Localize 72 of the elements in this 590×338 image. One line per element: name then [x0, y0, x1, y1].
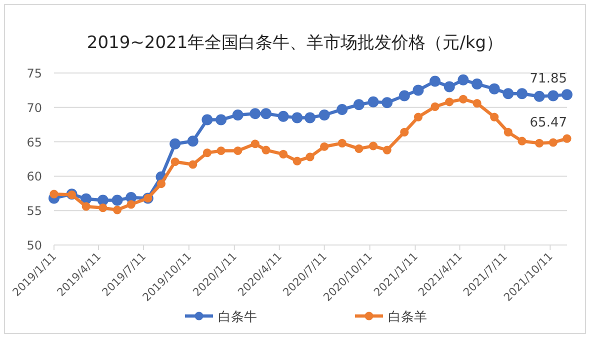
point — [278, 110, 289, 122]
point — [414, 112, 423, 122]
point — [98, 204, 108, 212]
point — [382, 146, 392, 154]
point — [156, 179, 166, 188]
point — [318, 109, 330, 120]
point — [262, 146, 270, 154]
point — [232, 109, 244, 120]
point — [260, 108, 272, 120]
point — [548, 138, 558, 147]
point — [170, 138, 181, 150]
point — [216, 114, 227, 126]
point — [170, 157, 180, 166]
legend-label: 白条羊 — [388, 310, 427, 325]
point — [320, 142, 329, 151]
point — [562, 134, 572, 143]
data-label: 65.47 — [530, 116, 567, 131]
point — [338, 138, 346, 148]
point — [306, 152, 314, 162]
point — [187, 136, 198, 147]
y-tick-label: 60 — [26, 170, 42, 184]
point — [430, 102, 440, 112]
point — [216, 146, 226, 156]
point — [50, 190, 58, 198]
point — [412, 84, 424, 96]
point — [202, 114, 213, 126]
point — [445, 98, 454, 106]
point — [518, 136, 526, 146]
point — [516, 88, 528, 100]
point — [234, 146, 242, 156]
point — [353, 99, 364, 110]
point — [202, 148, 212, 158]
chart-title: 2019~2021年全国白条牛、羊市场批发价格（元/kg） — [86, 33, 504, 53]
y-tick-label: 70 — [26, 100, 42, 115]
point — [368, 96, 379, 108]
point — [548, 90, 559, 102]
point — [535, 138, 544, 148]
point — [502, 88, 514, 100]
point — [400, 128, 409, 136]
point — [444, 81, 455, 92]
point — [354, 144, 364, 153]
point — [382, 97, 393, 108]
point — [488, 83, 500, 94]
point — [292, 112, 303, 124]
point — [458, 94, 468, 104]
point — [458, 74, 469, 86]
point — [279, 150, 288, 158]
point — [472, 98, 482, 108]
y-tick-label: 50 — [26, 238, 42, 252]
point — [250, 140, 260, 148]
point — [368, 142, 378, 150]
point — [336, 104, 348, 115]
point — [398, 90, 410, 102]
point — [490, 112, 499, 122]
legend-label: 白条牛 — [218, 310, 257, 325]
point — [534, 90, 545, 102]
point — [112, 206, 122, 214]
point — [126, 200, 136, 209]
y-tick-label: 75 — [26, 66, 42, 80]
point — [250, 108, 261, 120]
point — [292, 156, 302, 166]
point — [562, 89, 572, 100]
point — [430, 76, 441, 87]
point — [82, 202, 90, 211]
point — [472, 78, 483, 90]
y-tick-label: 65 — [26, 135, 42, 150]
point — [188, 160, 198, 169]
data-label: 71.85 — [530, 72, 567, 87]
point — [504, 128, 512, 136]
point — [112, 194, 123, 206]
point — [304, 112, 316, 124]
y-tick-label: 55 — [26, 204, 42, 218]
